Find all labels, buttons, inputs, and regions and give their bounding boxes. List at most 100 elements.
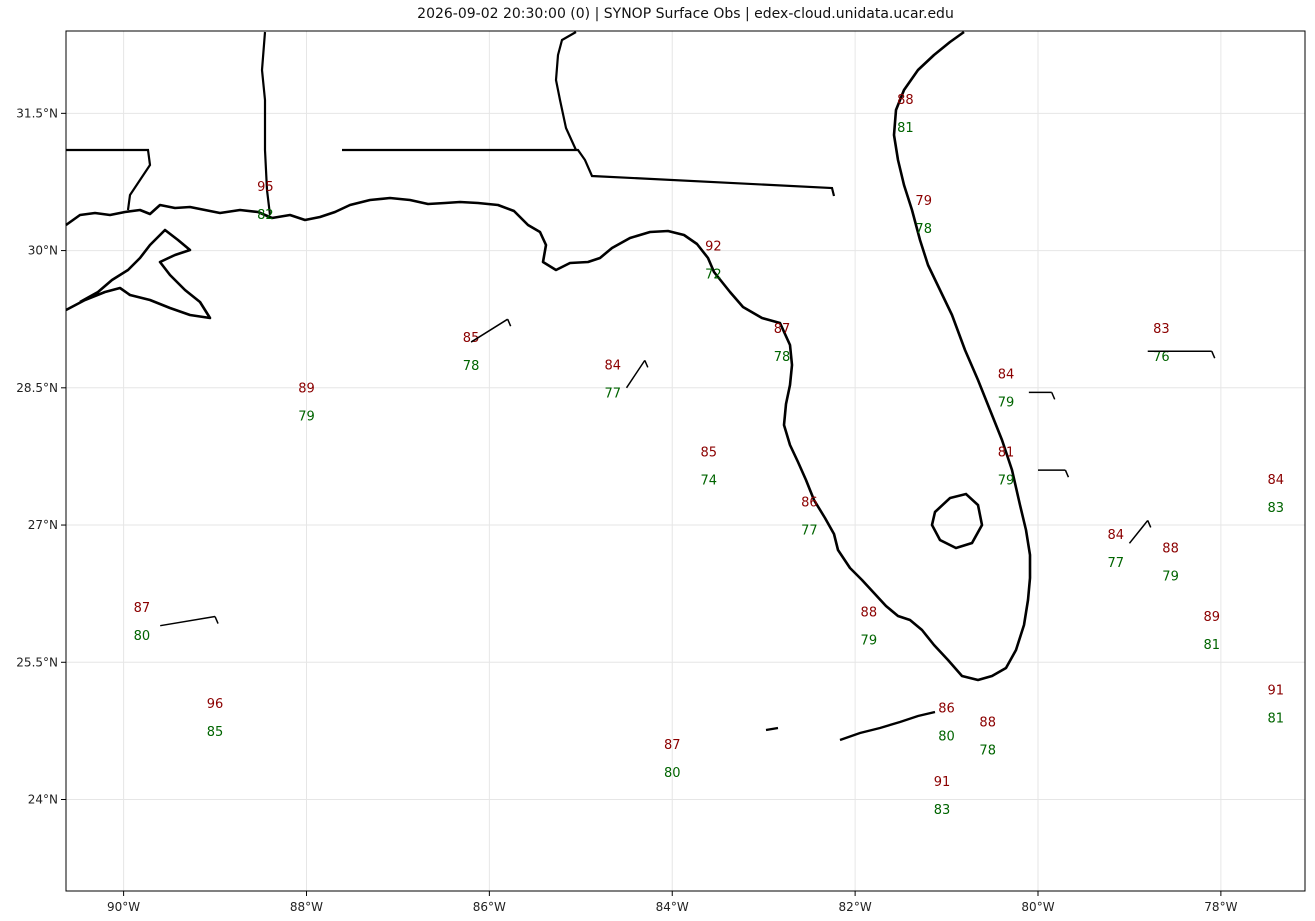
station-plot: 85 78 <box>463 318 512 374</box>
station-plot: 84 79 <box>998 368 1056 411</box>
temperature-label: 88 <box>897 93 914 108</box>
temperature-label: 87 <box>774 322 791 337</box>
temperature-label: 91 <box>934 775 951 790</box>
wind-barb <box>214 616 219 624</box>
wind-barb-staff <box>1128 519 1149 544</box>
wind-barb <box>506 318 512 327</box>
temperature-label: 87 <box>664 738 681 753</box>
dewpoint-label: 79 <box>998 396 1015 411</box>
lon-tick-label: 88°W <box>290 900 323 914</box>
temperature-label: 85 <box>463 331 480 346</box>
gulf-coast-line <box>65 30 1032 682</box>
lon-tick-label: 86°W <box>473 900 506 914</box>
temperature-label: 88 <box>861 606 878 621</box>
station-plot: 87 80 <box>134 601 219 644</box>
map-title: 2026-09-02 20:30:00 (0) | SYNOP Surface … <box>417 6 954 22</box>
temperature-label: 81 <box>998 445 1015 460</box>
coastlines <box>65 30 1032 742</box>
dewpoint-label: 77 <box>801 524 818 539</box>
wind-barb-staff <box>625 359 646 389</box>
temperature-label: 96 <box>207 697 224 712</box>
dewpoint-label: 78 <box>463 359 480 374</box>
station-plot: 95 82 <box>257 180 274 223</box>
station-plot: 85 74 <box>701 445 718 488</box>
lat-tick-label: 31.5°N <box>16 106 58 120</box>
temperature-label: 86 <box>938 702 955 717</box>
station-plot: 86 77 <box>801 496 818 539</box>
temperature-label: 89 <box>298 381 315 396</box>
station-plot: 83 76 <box>1147 322 1216 365</box>
florida-keys <box>765 710 936 742</box>
dewpoint-label: 78 <box>979 743 996 758</box>
lat-tick-label: 28.5°N <box>16 381 58 395</box>
station-plot: 91 81 <box>1267 683 1284 726</box>
station-plot: 88 81 <box>897 93 914 136</box>
wind-barb <box>1064 469 1070 478</box>
dewpoint-label: 85 <box>207 725 224 740</box>
station-plot: 89 79 <box>298 381 315 424</box>
temperature-label: 84 <box>1267 473 1284 488</box>
station-plot: 92 72 <box>705 240 722 283</box>
station-plot: 84 77 <box>605 359 649 402</box>
lat-tick-label: 25.5°N <box>16 655 58 669</box>
station-plots: 85 78 84 77 89 79 87 80 96 85 87 80 91 83 83 76 84 83 84 77… <box>134 93 1284 818</box>
louisiana-coast-line <box>65 228 212 320</box>
temperature-label: 85 <box>701 445 718 460</box>
lon-tick-label: 90°W <box>107 900 140 914</box>
wind-barb-staff <box>160 615 216 627</box>
station-plot: 81 79 <box>998 445 1070 488</box>
station-plot: 84 77 <box>1107 519 1152 571</box>
dewpoint-label: 80 <box>664 766 681 781</box>
station-plot: 79 78 <box>915 194 932 237</box>
dewpoint-label: 80 <box>134 629 151 644</box>
dewpoint-label: 83 <box>1267 501 1284 516</box>
dewpoint-label: 74 <box>701 473 718 488</box>
dewpoint-label: 78 <box>915 222 932 237</box>
dewpoint-label: 78 <box>774 350 791 365</box>
lon-tick-label: 84°W <box>656 900 689 914</box>
dewpoint-label: 77 <box>605 387 622 402</box>
lat-tick-label: 30°N <box>28 244 58 258</box>
dewpoint-label: 82 <box>257 208 274 223</box>
temperature-label: 88 <box>979 715 996 730</box>
dewpoint-label: 76 <box>1153 350 1170 365</box>
dewpoint-label: 83 <box>934 803 951 818</box>
wind-barb <box>1147 520 1152 528</box>
temperature-label: 84 <box>605 359 622 374</box>
temperature-label: 79 <box>915 194 932 209</box>
graticule <box>66 31 1305 891</box>
lon-tick-label: 82°W <box>839 900 872 914</box>
wind-barb <box>1211 350 1216 359</box>
dewpoint-label: 72 <box>705 268 722 283</box>
temperature-label: 84 <box>998 368 1015 383</box>
state-borders <box>66 31 836 216</box>
temperature-label: 87 <box>134 601 151 616</box>
dewpoint-label: 79 <box>861 634 878 649</box>
station-plot: 88 79 <box>861 606 878 649</box>
temperature-label: 84 <box>1107 528 1124 543</box>
wind-barb <box>1051 392 1056 400</box>
dewpoint-label: 81 <box>1203 638 1220 653</box>
dewpoint-label: 79 <box>298 409 315 424</box>
dewpoint-label: 77 <box>1107 556 1124 571</box>
temperature-label: 92 <box>705 240 722 255</box>
lon-tick-label: 80°W <box>1021 900 1054 914</box>
temperature-label: 88 <box>1162 541 1179 556</box>
dewpoint-label: 79 <box>1162 569 1179 584</box>
station-plot: 87 78 <box>774 322 791 365</box>
temperature-label: 83 <box>1153 322 1170 337</box>
lat-tick-label: 27°N <box>28 518 58 532</box>
station-plot: 86 80 <box>938 702 955 745</box>
station-plot: 96 85 <box>207 697 224 740</box>
station-plot: 84 83 <box>1267 473 1284 516</box>
axes: 90°W 88°W 86°W 84°W 82°W 80°W 78°W 31.5°N 30°N 28… <box>16 30 1306 914</box>
lon-tick-label: 78°W <box>1204 900 1237 914</box>
dewpoint-label: 81 <box>1267 711 1284 726</box>
temperature-label: 89 <box>1203 610 1220 625</box>
dewpoint-label: 79 <box>998 473 1015 488</box>
dewpoint-label: 80 <box>938 730 955 745</box>
temperature-label: 86 <box>801 496 818 511</box>
station-plot: 88 78 <box>979 715 996 758</box>
dewpoint-label: 81 <box>897 121 914 136</box>
lat-tick-label: 24°N <box>28 793 58 807</box>
